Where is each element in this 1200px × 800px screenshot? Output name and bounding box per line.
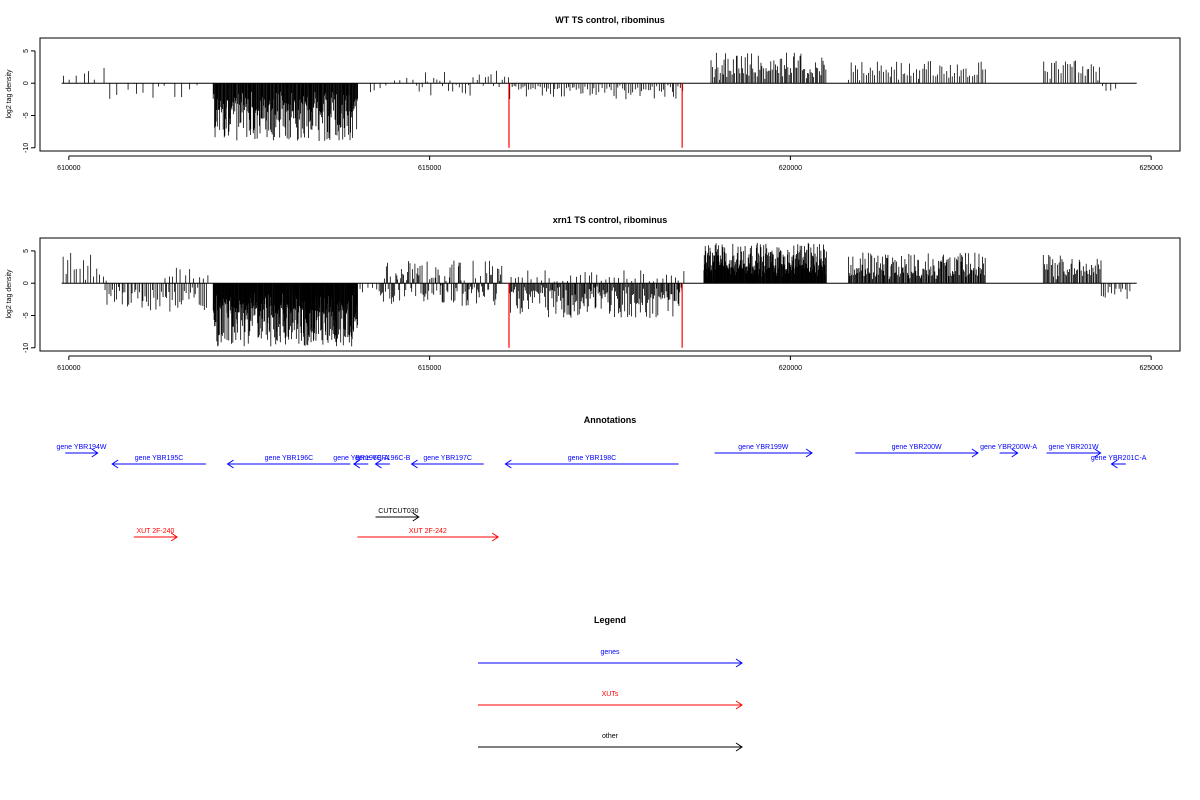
arrowhead	[735, 742, 743, 752]
feature-label: gene YBR195C	[135, 455, 184, 462]
feature-label: XUT 2F-240	[136, 528, 174, 535]
arrowhead	[226, 459, 234, 469]
annotations-title: Annotations	[584, 415, 637, 425]
wt-track-title: WT TS control, ribominus	[555, 15, 665, 25]
xrn1-y-axis-label: log2 tag density	[6, 269, 13, 319]
arrowhead	[805, 448, 813, 458]
arrowhead	[1094, 448, 1102, 458]
feature-label: gene YBR196C	[265, 455, 314, 462]
wt-density-bars	[61, 52, 1137, 148]
feature-label: gene YBR201W	[1049, 444, 1099, 451]
x-tick-label: 625000	[1139, 365, 1162, 372]
arrowhead	[352, 459, 361, 469]
feature-label: gene YBR201C-A	[1091, 455, 1147, 462]
arrowhead	[735, 700, 743, 710]
arrowhead	[170, 532, 178, 542]
y-tick-label: 5	[23, 49, 30, 53]
arrowhead	[412, 512, 420, 522]
y-tick-label: -5	[23, 312, 30, 318]
x-tick-label: 610000	[57, 365, 80, 372]
feature-label: gene YBR200W-A	[980, 444, 1037, 451]
arrowhead	[1011, 448, 1019, 458]
y-tick-label: 0	[23, 81, 30, 85]
y-tick-label: -10	[23, 143, 30, 153]
wt-axes: 5 0 -5 -10 610000 615000 620000 625000	[23, 49, 1163, 172]
x-tick-label: 610000	[57, 165, 80, 172]
wt-y-axis-label: log2 tag density	[6, 69, 13, 119]
feature-label: CUT	[378, 508, 393, 515]
legend-label: XUTs	[602, 691, 619, 698]
y-tick-label: -10	[23, 343, 30, 353]
arrowhead	[410, 459, 418, 469]
feature-label: gene YBR200W	[892, 444, 942, 451]
arrowhead	[735, 658, 743, 668]
xrn1-plot-frame	[39, 237, 1181, 352]
feature-label: gene YBR198C	[568, 455, 617, 462]
xrn1-track-title: xrn1 TS control, ribominus	[553, 215, 668, 225]
x-tick-label: 620000	[779, 165, 802, 172]
feature-label: gene YBR194W	[56, 444, 106, 451]
x-tick-label: 615000	[418, 165, 441, 172]
xrn1-axes: 5 0 -5 -10 610000 615000 620000 625000	[23, 249, 1163, 372]
arrowhead	[91, 448, 99, 458]
y-tick-label: -5	[23, 112, 30, 118]
feature-label: XUT 2F-242	[409, 528, 447, 535]
feature-label: CUT030	[392, 508, 418, 515]
x-tick-label: 615000	[418, 365, 441, 372]
x-tick-label: 625000	[1139, 165, 1162, 172]
feature-label: gene YBR196C-B	[355, 455, 411, 462]
arrowhead	[374, 459, 382, 469]
feature-label: gene YBR199W	[738, 444, 788, 451]
arrowhead	[111, 459, 119, 469]
wt-track-panel: WT TS control, ribominus log2 tag densit…	[6, 15, 1181, 172]
x-tick-label: 620000	[779, 365, 802, 372]
arrowhead	[504, 459, 512, 469]
arrowhead	[491, 532, 500, 542]
xrn1-density-bars	[61, 242, 1137, 348]
legend-panel: Legend genes XUTs other	[478, 615, 743, 752]
arrowhead	[1110, 459, 1118, 469]
annotation-features: gene YBR194W gene YBR195C gene YBR196C gene…	[56, 444, 1147, 542]
y-tick-label: 0	[23, 281, 30, 285]
legend-entries: genes XUTs other	[478, 649, 743, 752]
xrn1-track-panel: xrn1 TS control, ribominus log2 tag dens…	[6, 215, 1181, 372]
legend-label: other	[602, 733, 619, 740]
wt-plot-frame	[39, 37, 1181, 152]
y-tick-label: 5	[23, 249, 30, 253]
arrowhead	[971, 448, 979, 458]
legend-title: Legend	[594, 615, 626, 625]
legend-label: genes	[600, 649, 620, 656]
feature-label: gene YBR196C-A	[333, 455, 389, 462]
feature-label: gene YBR197C	[423, 455, 472, 462]
